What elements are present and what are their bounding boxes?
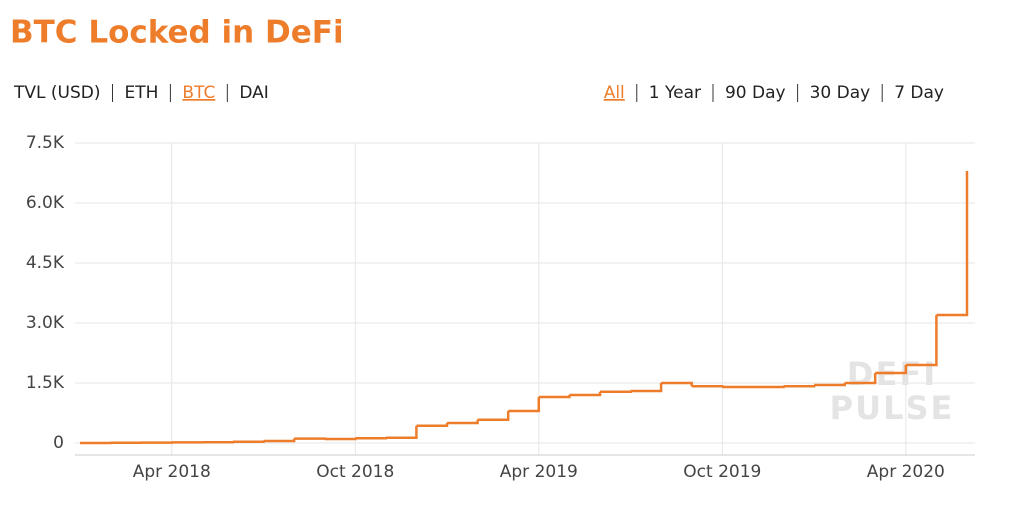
x-tick-label: Apr 2019 xyxy=(500,462,578,482)
chart-title: BTC Locked in DeFi xyxy=(10,15,344,51)
tab[interactable]: 30 Day xyxy=(810,83,871,103)
tab[interactable]: 7 Day xyxy=(894,83,944,103)
y-tick-label: 0 xyxy=(53,433,64,453)
y-tick-label: 3.0K xyxy=(26,313,65,333)
tab[interactable]: All xyxy=(604,83,625,103)
line-series xyxy=(80,171,969,445)
tab[interactable]: TVL (USD) xyxy=(13,83,100,103)
tab[interactable]: ETH xyxy=(124,83,158,103)
x-tick-label: Apr 2018 xyxy=(133,462,211,482)
y-tick-label: 4.5K xyxy=(26,253,65,273)
x-tick-label: Oct 2019 xyxy=(683,462,761,482)
watermark: PULSE xyxy=(830,389,955,427)
x-tick-label: Oct 2018 xyxy=(316,462,394,482)
tab[interactable]: DAI xyxy=(239,83,268,103)
tab[interactable]: BTC xyxy=(182,83,215,103)
y-tick-label: 7.5K xyxy=(26,133,65,153)
tab[interactable]: 1 Year xyxy=(649,83,701,103)
y-tick-label: 1.5K xyxy=(26,373,65,393)
x-tick-label: Apr 2020 xyxy=(867,462,945,482)
y-tick-label: 6.0K xyxy=(26,193,65,213)
tab[interactable]: 90 Day xyxy=(725,83,786,103)
